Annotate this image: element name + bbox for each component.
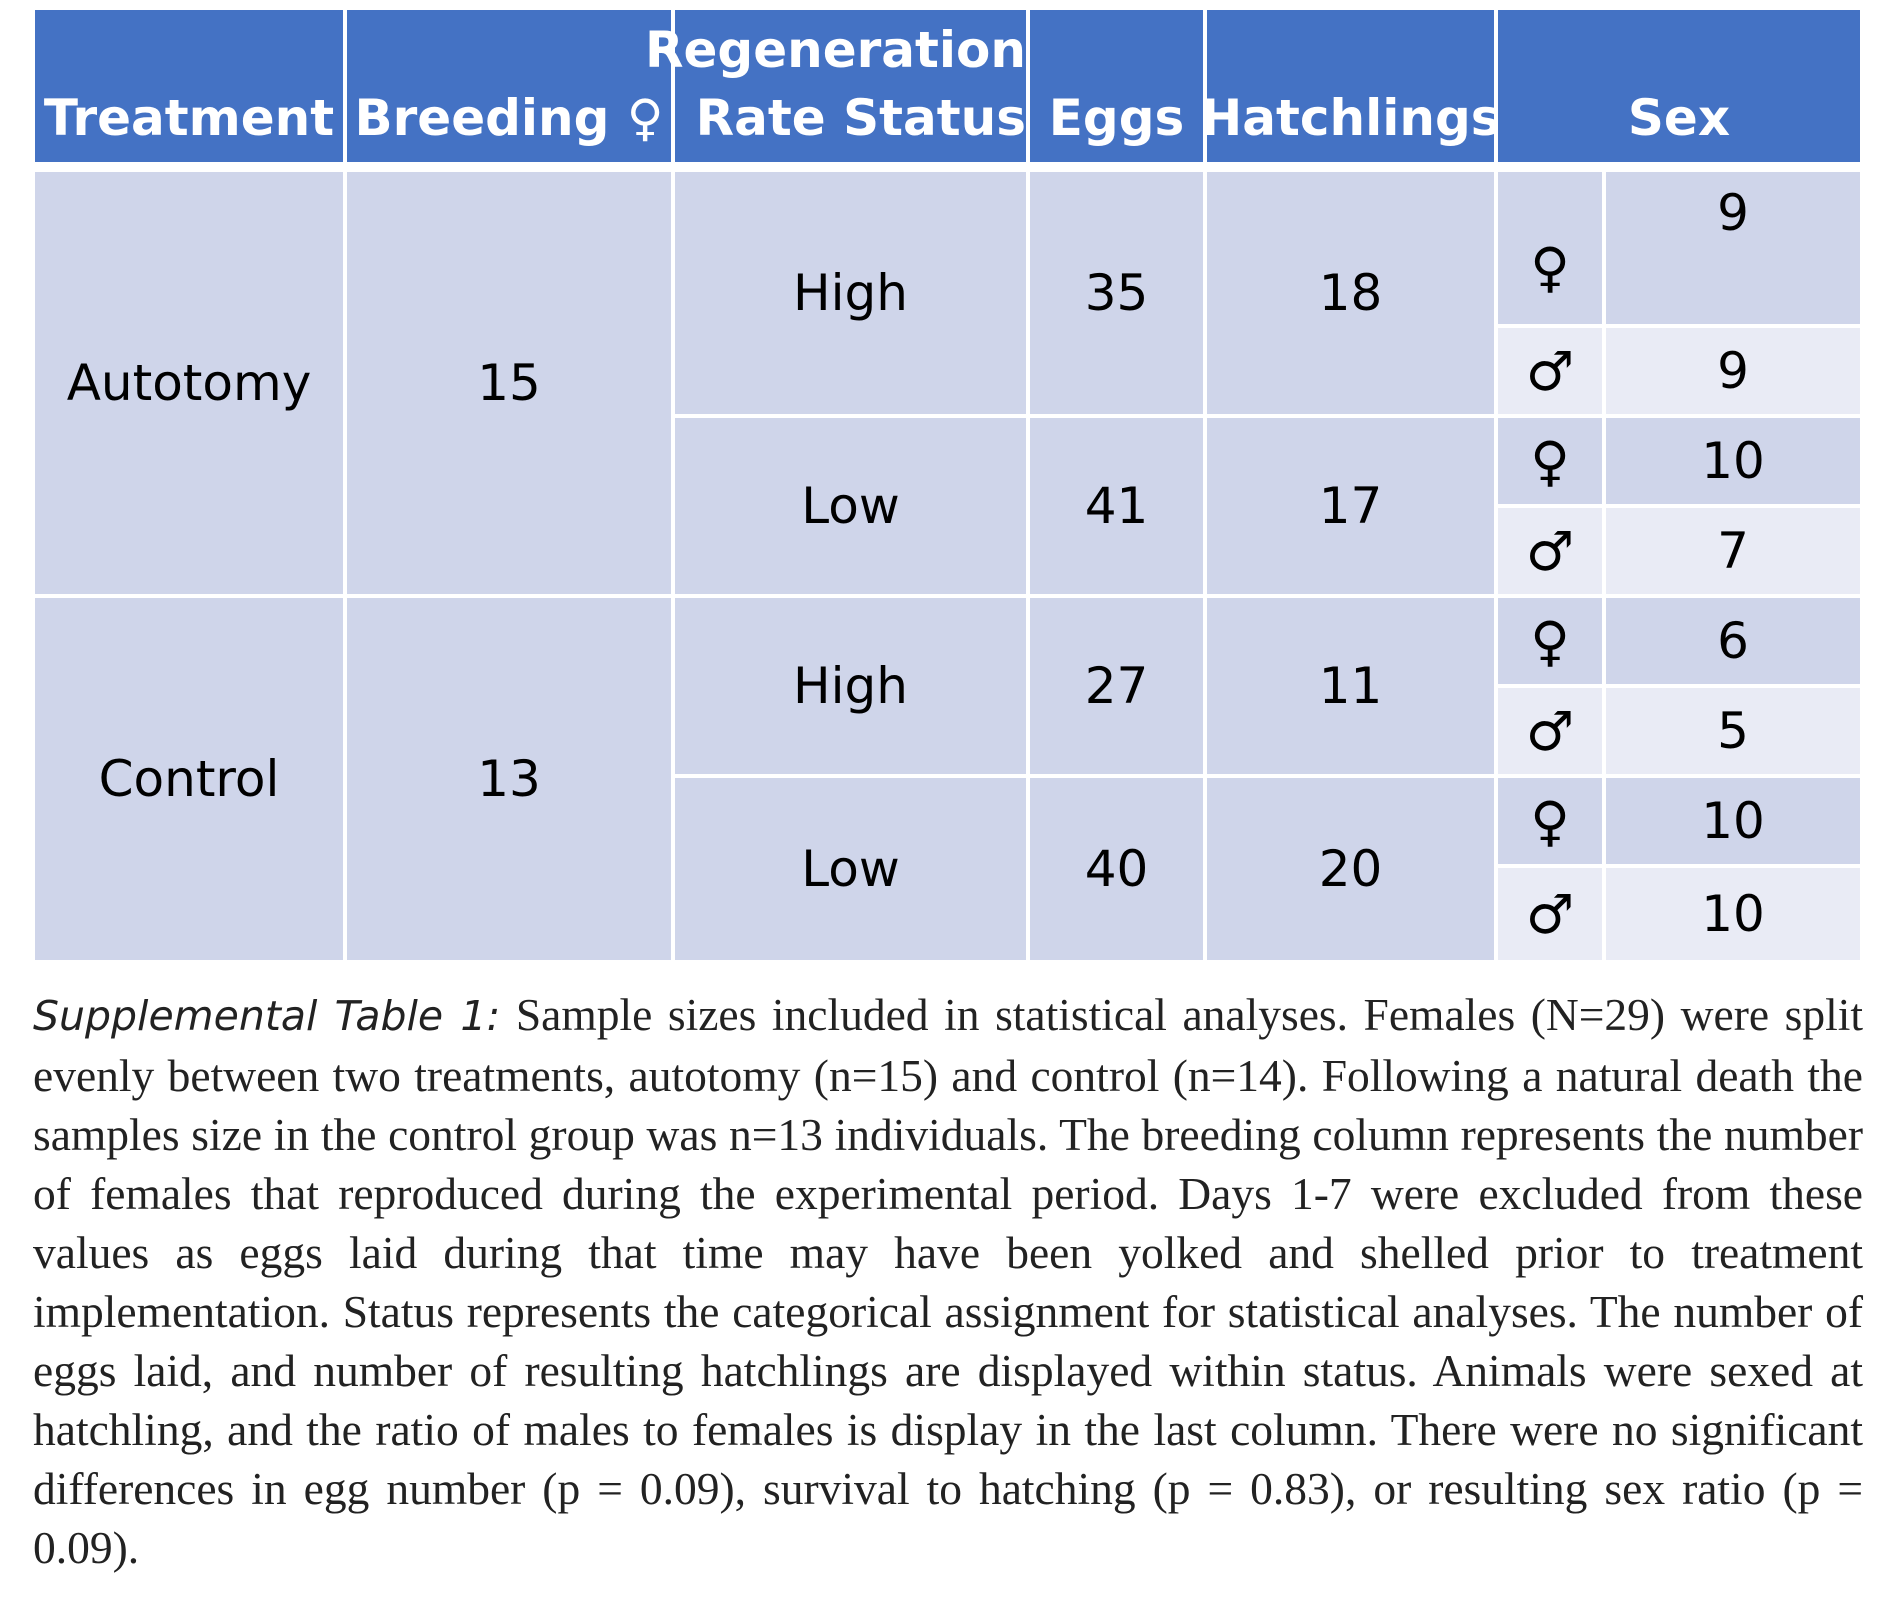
header-regeneration-rate-status: Regeneration Rate Status	[645, 10, 1026, 162]
male-symbol: ♂	[1498, 328, 1602, 414]
sex-count-cell: 6	[1606, 598, 1860, 684]
status-cell: Low	[675, 418, 1026, 594]
header-sex: Sex	[1498, 10, 1860, 162]
header-hatchlings: Hatchlings	[1200, 10, 1501, 162]
header-regeneration-line1: Regeneration	[644, 21, 1026, 79]
status-cell: High	[675, 172, 1026, 414]
hatchlings-cell: 11	[1207, 598, 1494, 774]
female-symbol: ♀	[1498, 418, 1602, 504]
header-eggs: Eggs	[1030, 10, 1203, 162]
caption-text: Sample sizes included in statistical ana…	[33, 989, 1863, 1573]
treatment-cell: Control	[35, 598, 343, 960]
hatchlings-cell: 18	[1207, 172, 1494, 414]
table-caption: Supplemental Table 1: Sample sizes inclu…	[33, 985, 1863, 1577]
caption-label: Supplemental Table 1:	[33, 992, 501, 1040]
status-cell: High	[675, 598, 1026, 774]
male-symbol: ♂	[1498, 508, 1602, 594]
header-breeding: Breeding ♀	[347, 10, 671, 162]
sex-count-cell: 10	[1606, 418, 1860, 504]
eggs-cell: 41	[1030, 418, 1203, 594]
eggs-cell: 40	[1030, 778, 1203, 960]
male-symbol: ♂	[1498, 688, 1602, 774]
female-symbol: ♀	[1498, 598, 1602, 684]
male-symbol: ♂	[1498, 868, 1602, 960]
sex-count-cell: 9	[1606, 328, 1860, 414]
treatment-cell: Autotomy	[35, 172, 343, 594]
header-treatment: Treatment	[35, 10, 343, 162]
eggs-cell: 35	[1030, 172, 1203, 414]
female-symbol: ♀	[1498, 172, 1602, 324]
sex-count-cell: 7	[1606, 508, 1860, 594]
breeding-cell: 15	[347, 172, 671, 594]
eggs-cell: 27	[1030, 598, 1203, 774]
female-symbol: ♀	[1498, 778, 1602, 864]
sex-count-cell: 9	[1606, 172, 1860, 324]
header-regeneration-line2: Rate Status	[695, 89, 1026, 147]
hatchlings-cell: 20	[1207, 778, 1494, 960]
hatchlings-cell: 17	[1207, 418, 1494, 594]
sex-count-cell: 5	[1606, 688, 1860, 774]
sex-count-cell: 10	[1606, 868, 1860, 960]
status-cell: Low	[675, 778, 1026, 960]
breeding-cell: 13	[347, 598, 671, 960]
sample-size-table: Treatment Breeding ♀ Regeneration Rate S…	[35, 10, 1860, 960]
sex-count-cell: 10	[1606, 778, 1860, 864]
